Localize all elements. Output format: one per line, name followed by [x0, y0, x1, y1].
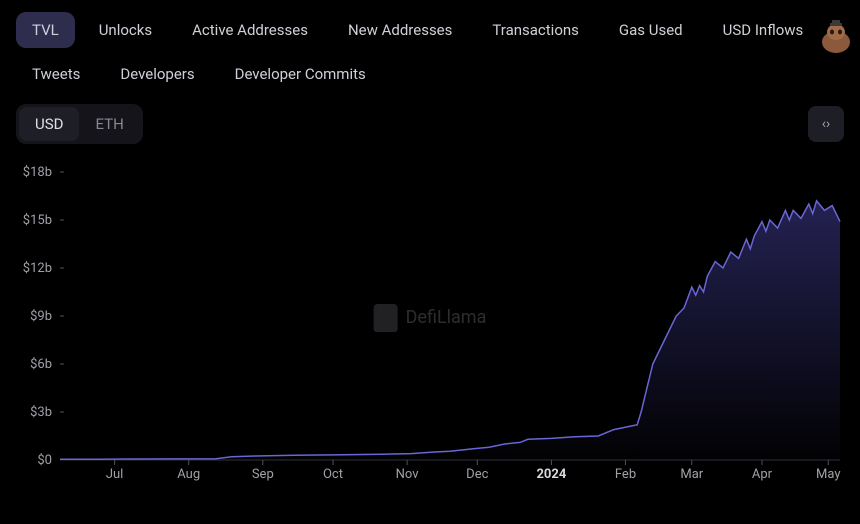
embed-button[interactable]: ‹›	[808, 106, 844, 142]
tab-developer-commits[interactable]: Developer Commits	[219, 56, 382, 92]
currency-toggle: USD ETH	[16, 104, 143, 144]
chart-svg: $0$3b$6b$9b$12b$15b$18bJulAugSepOctNovDe…	[16, 164, 844, 484]
tab-tvl[interactable]: TVL	[16, 12, 75, 48]
tab-new-addresses[interactable]: New Addresses	[332, 12, 468, 48]
tab-unlocks[interactable]: Unlocks	[83, 12, 168, 48]
currency-eth[interactable]: ETH	[79, 107, 139, 141]
xtick-label: Mar	[680, 467, 703, 482]
chart-area	[60, 201, 840, 460]
ytick-label: $18b	[23, 165, 52, 180]
ytick-label: $3b	[30, 405, 52, 420]
currency-label: USD	[35, 115, 63, 133]
tab-label: TVL	[32, 21, 59, 39]
tab-gas-used[interactable]: Gas Used	[603, 12, 699, 48]
xtick-label: Feb	[615, 467, 636, 482]
tab-label: Developer Commits	[235, 65, 366, 83]
xtick-label: Oct	[323, 467, 343, 482]
code-icon: ‹›	[822, 116, 830, 132]
xtick-label: Dec	[466, 467, 488, 482]
tab-label: Tweets	[32, 65, 80, 83]
tab-tweets[interactable]: Tweets	[16, 56, 96, 92]
tab-label: Developers	[120, 65, 194, 83]
tab-developers[interactable]: Developers	[104, 56, 210, 92]
xtick-label: Jul	[106, 467, 124, 482]
tab-label: Unlocks	[99, 21, 152, 39]
secondary-controls: USD ETH ‹›	[0, 92, 860, 144]
ytick-label: $0	[37, 453, 52, 468]
metric-tabs: TVL Unlocks Active Addresses New Addresses T…	[0, 0, 860, 92]
xtick-label: 2024	[536, 467, 566, 482]
tab-label: Active Addresses	[192, 21, 308, 39]
xtick-label: Sep	[252, 467, 274, 482]
currency-usd[interactable]: USD	[19, 107, 79, 141]
tab-label: New Addresses	[348, 21, 452, 39]
tab-usd-inflows[interactable]: USD Inflows	[707, 12, 820, 48]
currency-label: ETH	[95, 115, 123, 133]
tab-label: USD Inflows	[723, 21, 804, 39]
xtick-label: May	[816, 467, 840, 482]
tab-active-addresses[interactable]: Active Addresses	[176, 12, 324, 48]
tvl-chart: DefiLlama $0$3b$6b$9b$12b$15b$18bJulAugS…	[16, 164, 844, 484]
tab-label: Transactions	[492, 21, 579, 39]
ytick-label: $9b	[30, 309, 52, 324]
ytick-label: $15b	[23, 213, 52, 228]
tab-label: Gas Used	[619, 21, 683, 39]
xtick-label: Aug	[177, 467, 200, 482]
tab-transactions[interactable]: Transactions	[476, 12, 595, 48]
ytick-label: $12b	[23, 261, 52, 276]
xtick-label: Apr	[752, 467, 773, 482]
xtick-label: Nov	[396, 467, 420, 482]
ytick-label: $6b	[30, 357, 52, 372]
